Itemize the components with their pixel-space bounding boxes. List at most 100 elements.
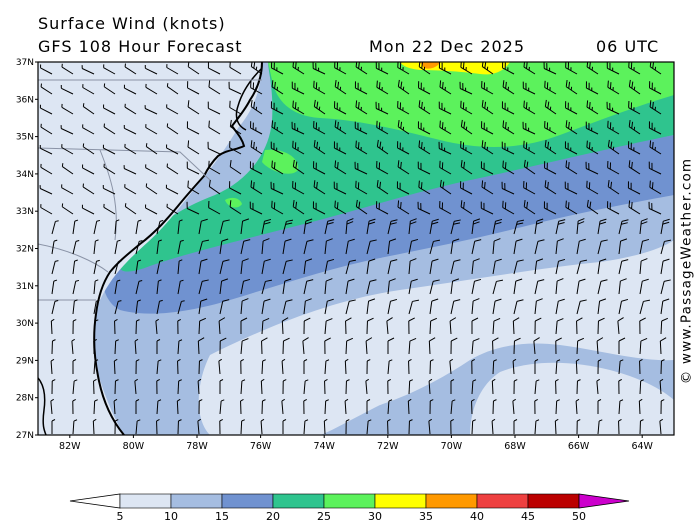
wind-barb [397,120,410,135]
wind-barb [502,80,515,95]
wind-barb [114,300,122,315]
wind-barb [114,318,118,335]
wind-barb [501,101,515,115]
wind-barb [492,279,504,295]
lon-label: 64W [631,441,653,452]
wind-barb [61,144,74,155]
wind-barb [61,163,74,175]
wind-barb [135,319,140,335]
wind-barb [103,203,116,215]
wind-barb [554,418,559,435]
wind-barb [261,218,272,235]
wind-barb [219,337,227,355]
wind-barb [93,399,98,415]
wind-barb [450,259,461,275]
wind-barb [576,379,581,395]
wind-barb [166,144,179,155]
wind-barb [555,238,564,255]
wind-barb [114,379,119,395]
wind-barb [639,278,649,295]
wind-barb [534,399,538,415]
wind-barb [618,219,629,235]
wind-barb [93,219,101,235]
wind-barb [471,317,479,334]
wind-barb [628,160,641,175]
wind-barb [585,121,599,135]
wind-barb [208,160,221,175]
wind-barb [51,339,56,355]
wind-barb [428,337,436,355]
wind-barb [61,184,74,195]
wind-barb [198,218,208,235]
wind-barb [145,204,158,215]
wind-barb [197,378,202,395]
wind-barb [544,120,557,135]
wind-barb [228,81,242,95]
wind-barb [229,140,242,155]
wind-barb [565,160,578,175]
wind-barb [565,120,578,135]
lon-label: 82W [59,441,81,452]
wind-barb [387,359,393,375]
wind-barb [282,299,293,315]
wind-barb [240,419,245,435]
wind-barb [408,299,420,315]
wind-speed-legend: 5 10 15 20 25 30 35 40 45 50 [69,493,630,523]
wind-barb [333,141,347,155]
wind-barb [344,358,349,375]
wind-barb [555,318,564,335]
wind-barb [334,80,347,95]
wind-barb [303,239,314,255]
wind-barb [82,103,95,115]
lat-label: 28N [16,394,34,404]
wind-barb [418,140,431,155]
wind-barb [103,163,116,175]
lon-label: 80W [123,441,145,452]
wind-barb [366,218,376,235]
wind-barb [92,418,97,435]
wind-barb [576,238,586,255]
wind-barb [523,200,536,215]
wind-barb [660,298,670,315]
wind-barb [660,399,665,415]
wind-barb [303,399,307,415]
wind-barb [387,298,398,315]
wind-barb [492,359,497,375]
wind-barb [660,258,670,275]
wind-barb [271,200,284,215]
wind-barb [114,260,122,275]
wind-barb [480,161,494,175]
wind-barb [82,84,95,95]
wind-barb [71,338,75,355]
wind-barb [460,140,473,155]
wind-barb [471,379,477,395]
wind-barb [534,239,545,255]
wind-barb [156,399,162,415]
wind-barb [324,359,330,375]
wind-barb [345,278,355,295]
wind-barb [607,80,620,95]
legend-tick-label: 10 [164,510,178,523]
wind-barb [648,161,662,175]
wind-barb [555,219,566,235]
wind-barb [481,100,494,115]
wind-barb [355,180,368,195]
wind-barb [471,298,480,315]
wind-barb [522,81,536,95]
wind-barb [40,83,53,95]
wind-barb [240,239,251,255]
wind-barb [39,104,53,115]
wind-barb [429,258,439,275]
wind-barb [555,298,565,315]
wind-barb [207,101,221,115]
wind-barb [387,399,393,415]
wind-barb [639,379,644,395]
wind-barb [292,100,305,115]
wind-barb [312,62,326,75]
legend-tick-label: 40 [470,510,484,523]
wind-barb [585,161,599,175]
lon-label: 74W [313,441,335,452]
wind-barb [240,317,248,334]
wind-barb [618,399,624,415]
wind-barb [292,62,305,75]
